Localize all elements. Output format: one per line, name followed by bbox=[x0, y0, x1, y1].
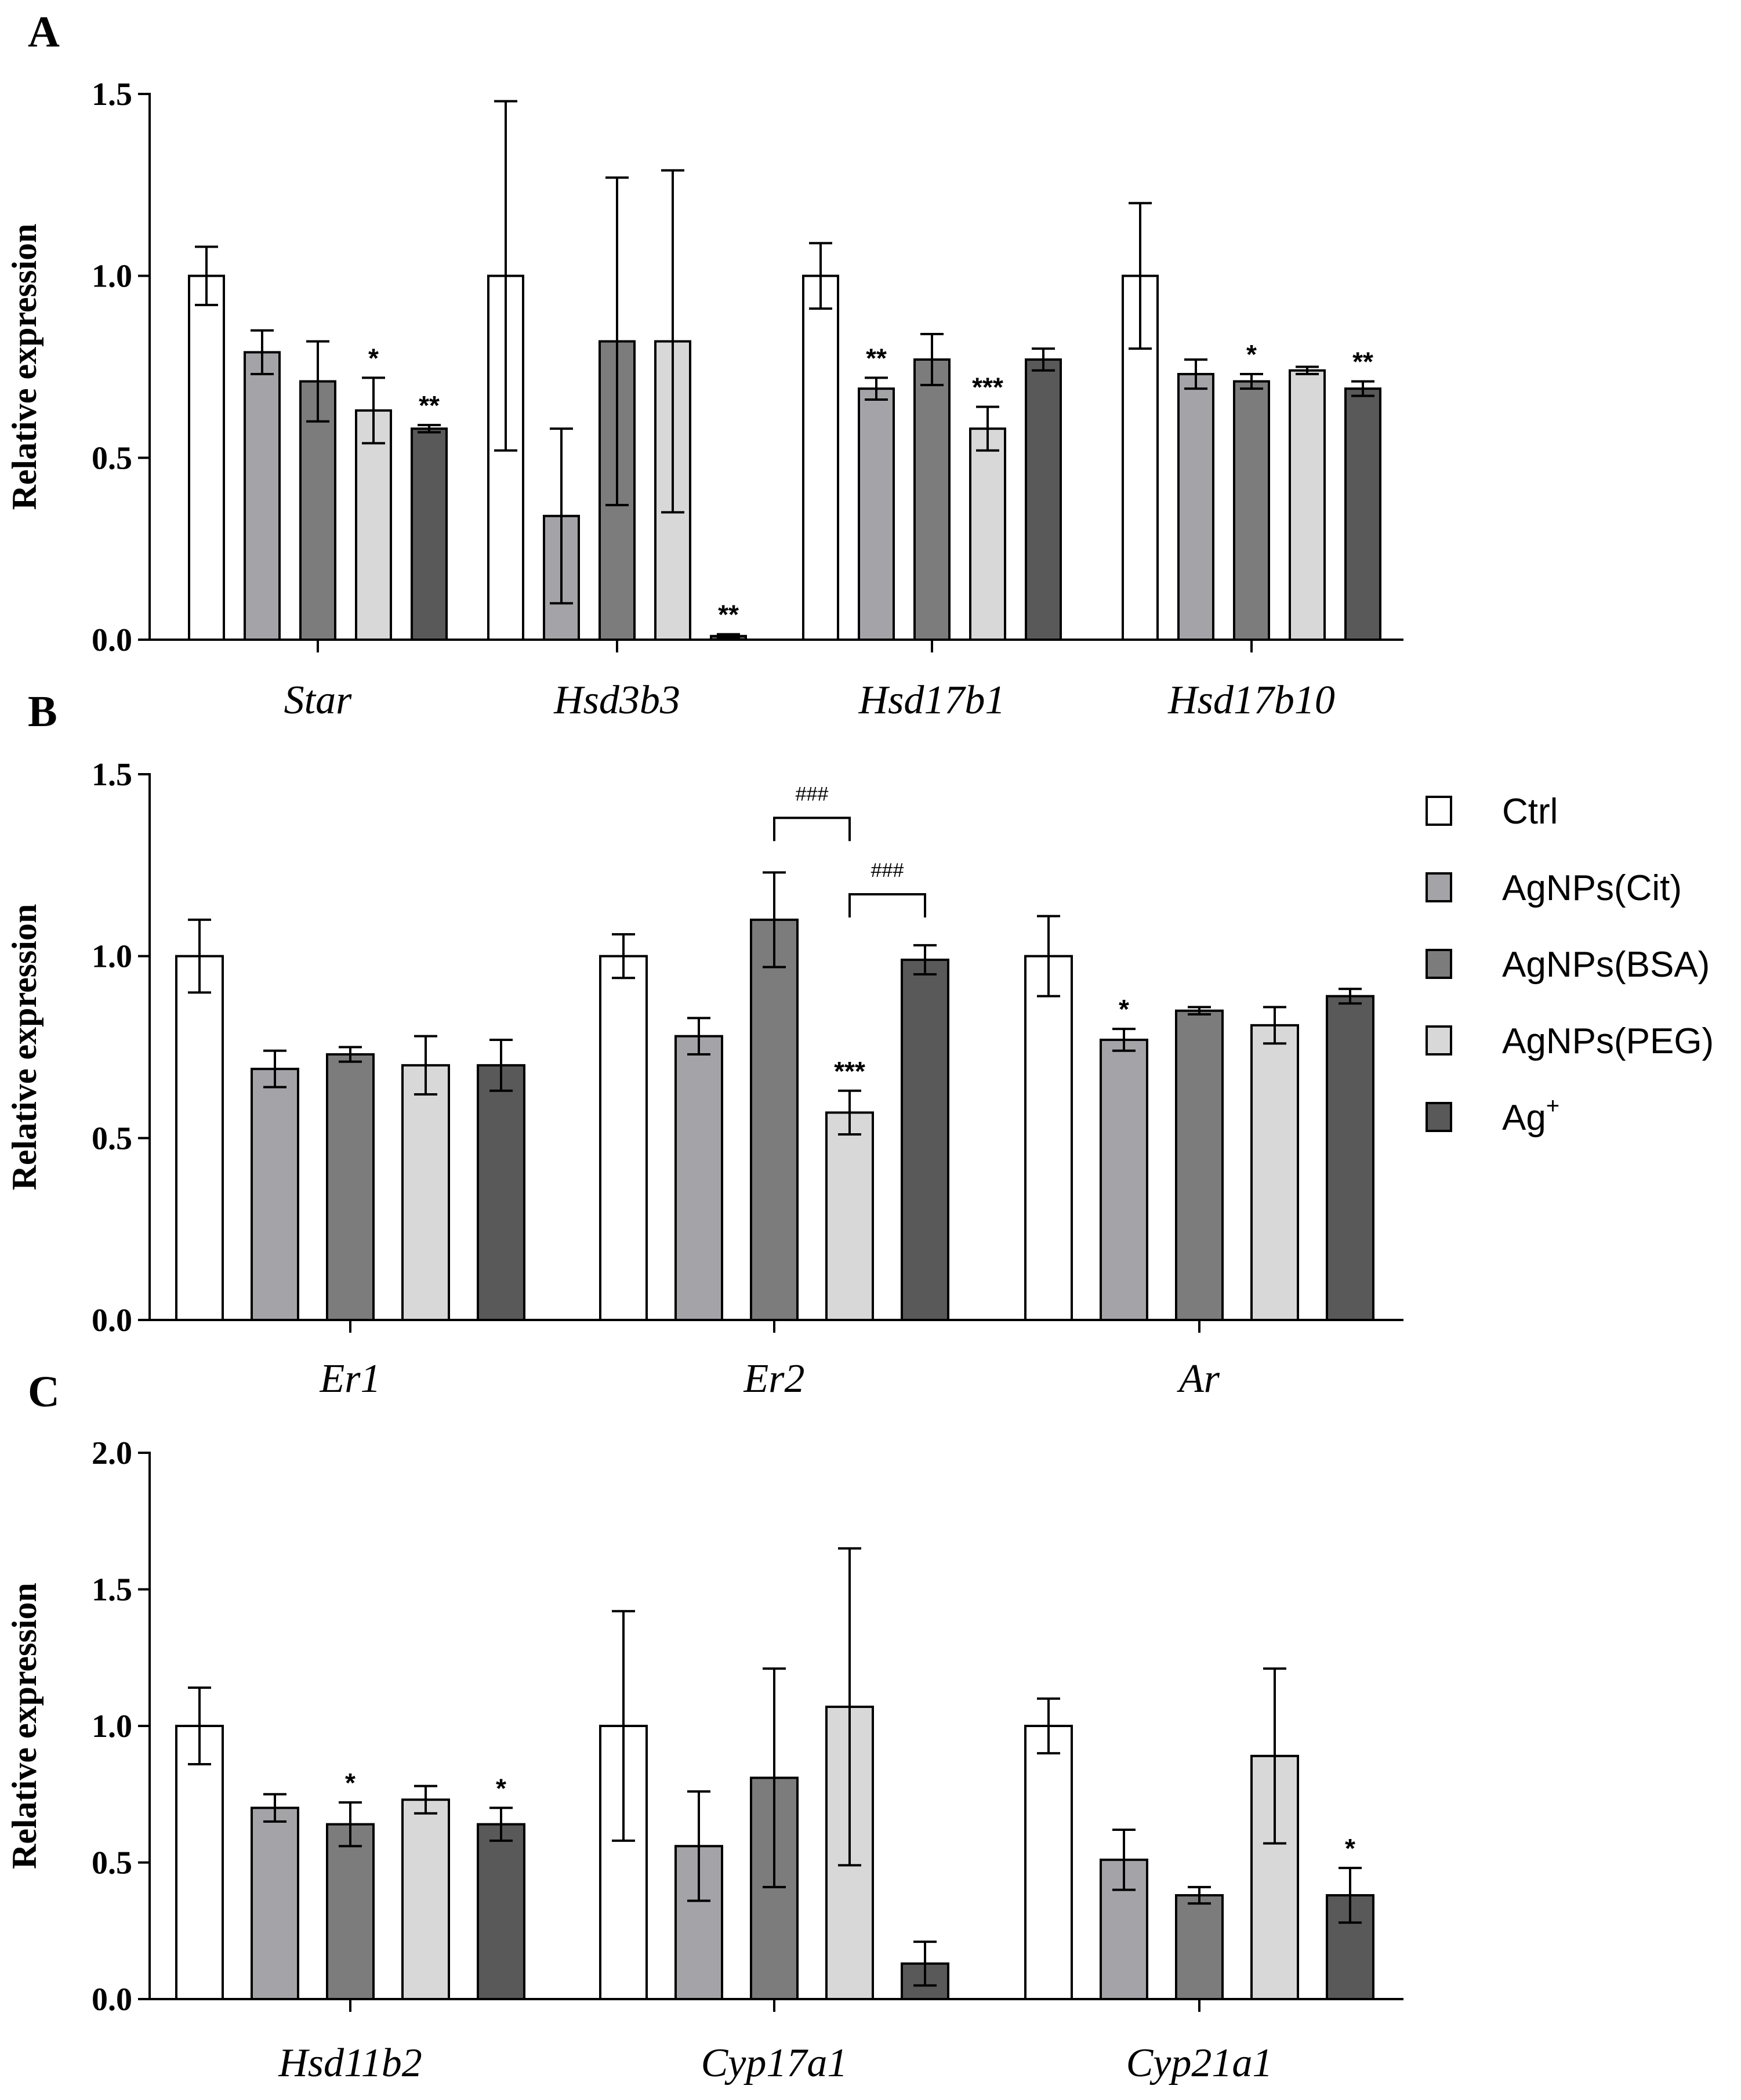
bar bbox=[1177, 373, 1214, 641]
bar bbox=[175, 955, 224, 1321]
comparison-bracket bbox=[848, 893, 926, 918]
bar bbox=[244, 351, 281, 641]
y-tick-label: 1.0 bbox=[92, 1709, 132, 1744]
bar bbox=[1100, 1038, 1148, 1322]
significance-mark: *** bbox=[972, 372, 1003, 402]
significance-mark: * bbox=[345, 1768, 356, 1798]
x-category-label: Hsd3b3 bbox=[553, 678, 680, 723]
significance-mark: * bbox=[1345, 1833, 1355, 1863]
x-category-label: Er2 bbox=[743, 1357, 805, 1401]
y-axis-title: Relative expression bbox=[5, 1583, 43, 1869]
bar bbox=[411, 427, 448, 641]
bar bbox=[901, 958, 949, 1321]
legend-label: Ag+ bbox=[1502, 1093, 1559, 1138]
bar bbox=[1289, 369, 1326, 641]
x-category-label: Cyp17a1 bbox=[701, 2041, 848, 2086]
legend-label: AgNPs(Cit) bbox=[1502, 868, 1682, 908]
bar bbox=[674, 1035, 723, 1322]
bar bbox=[1344, 387, 1381, 641]
legend-swatch bbox=[1426, 796, 1452, 826]
bar bbox=[401, 1798, 450, 2000]
y-tick-label: 1.5 bbox=[92, 77, 132, 113]
x-category-label: Star bbox=[284, 678, 352, 723]
significance-mark: ** bbox=[419, 390, 440, 420]
legend-swatch bbox=[1426, 1102, 1452, 1132]
bar bbox=[1024, 1725, 1073, 2000]
bar bbox=[326, 1053, 375, 1321]
y-tick-label: 0.0 bbox=[92, 622, 132, 658]
bar bbox=[355, 409, 392, 641]
legend-label: AgNPs(PEG) bbox=[1502, 1021, 1714, 1061]
bar bbox=[477, 1823, 525, 2001]
panel-c: C 0.0 0.5 1.0 1.5 2.0 Relative expression Hsd11… bbox=[5, 1368, 1403, 2086]
comparison-bracket bbox=[773, 817, 851, 842]
bar bbox=[1024, 955, 1073, 1321]
bar bbox=[299, 380, 336, 641]
bar bbox=[913, 358, 951, 641]
panel-letter: A bbox=[28, 8, 60, 56]
x-category-label: Ar bbox=[1177, 1357, 1220, 1401]
bar bbox=[858, 387, 895, 641]
y-tick-label: 2.0 bbox=[92, 1435, 132, 1471]
x-category-label: Hsd17b10 bbox=[1167, 678, 1335, 723]
panel-letter: C bbox=[28, 1368, 60, 1416]
significance-mark: * bbox=[368, 343, 379, 373]
x-category-label: Hsd17b1 bbox=[858, 678, 1006, 723]
x-category-label: Er1 bbox=[320, 1357, 381, 1401]
bar bbox=[175, 1725, 224, 2000]
legend-label: AgNPs(BSA) bbox=[1502, 945, 1710, 985]
y-axis-title: Relative expression bbox=[5, 904, 43, 1191]
bar bbox=[1250, 1024, 1299, 1321]
x-category-label: Cyp21a1 bbox=[1126, 2041, 1273, 2086]
y-tick-label: 1.0 bbox=[92, 939, 132, 975]
x-category-label: Hsd11b2 bbox=[278, 2041, 422, 2086]
y-axis-title: Relative expression bbox=[5, 224, 43, 510]
y-tick-label: 0.5 bbox=[92, 1845, 132, 1881]
y-tick-label: 1.5 bbox=[92, 1572, 132, 1608]
bar bbox=[477, 1064, 525, 1322]
bar bbox=[326, 1823, 375, 2001]
panel-letter: B bbox=[28, 687, 57, 736]
legend-swatch bbox=[1426, 949, 1452, 979]
bar bbox=[1233, 380, 1270, 641]
bar bbox=[825, 1111, 874, 1322]
bar bbox=[251, 1807, 299, 2001]
bar bbox=[487, 274, 524, 641]
bar bbox=[750, 918, 799, 1321]
bracket-label: ### bbox=[871, 859, 904, 882]
significance-mark: ** bbox=[866, 343, 887, 373]
bar bbox=[1025, 358, 1062, 641]
y-tick-label: 1.5 bbox=[92, 757, 132, 793]
bar bbox=[969, 427, 1006, 641]
legend-label: Ctrl bbox=[1502, 792, 1558, 832]
panel-a: A 0.0 0.5 1.0 1.5 Relative expression Star Hsd3… bbox=[5, 8, 1403, 723]
significance-mark: ** bbox=[718, 600, 739, 630]
bar bbox=[802, 274, 839, 641]
legend-swatch bbox=[1426, 1025, 1452, 1056]
legend-label-superscript: + bbox=[1546, 1093, 1559, 1119]
significance-mark: * bbox=[1246, 339, 1257, 369]
bar bbox=[251, 1068, 299, 1321]
legend-swatch bbox=[1426, 872, 1452, 902]
y-tick-label: 0.5 bbox=[92, 1120, 132, 1156]
bar bbox=[401, 1064, 450, 1322]
significance-mark: * bbox=[1119, 994, 1129, 1024]
y-tick-label: 0.0 bbox=[92, 1303, 132, 1339]
legend: Ctrl AgNPs(Cit) AgNPs(BSA) AgNPs(PEG) Ag+ bbox=[1426, 792, 1714, 1138]
y-tick-label: 0.0 bbox=[92, 1982, 132, 2018]
bracket-label: ### bbox=[796, 783, 829, 805]
y-tick-label: 1.0 bbox=[92, 259, 132, 295]
panel-b: B 0.0 0.5 1.0 1.5 Relative expression Er1 Er2 Ar… bbox=[5, 687, 1403, 1401]
bar bbox=[188, 274, 225, 641]
bar bbox=[1175, 1894, 1224, 2001]
bar bbox=[599, 955, 648, 1321]
bar bbox=[1326, 995, 1374, 1321]
significance-mark: ** bbox=[1352, 347, 1373, 377]
y-tick-label: 0.5 bbox=[92, 440, 132, 476]
significance-mark: *** bbox=[834, 1056, 865, 1086]
bar bbox=[1175, 1009, 1224, 1322]
significance-mark: * bbox=[496, 1773, 506, 1803]
